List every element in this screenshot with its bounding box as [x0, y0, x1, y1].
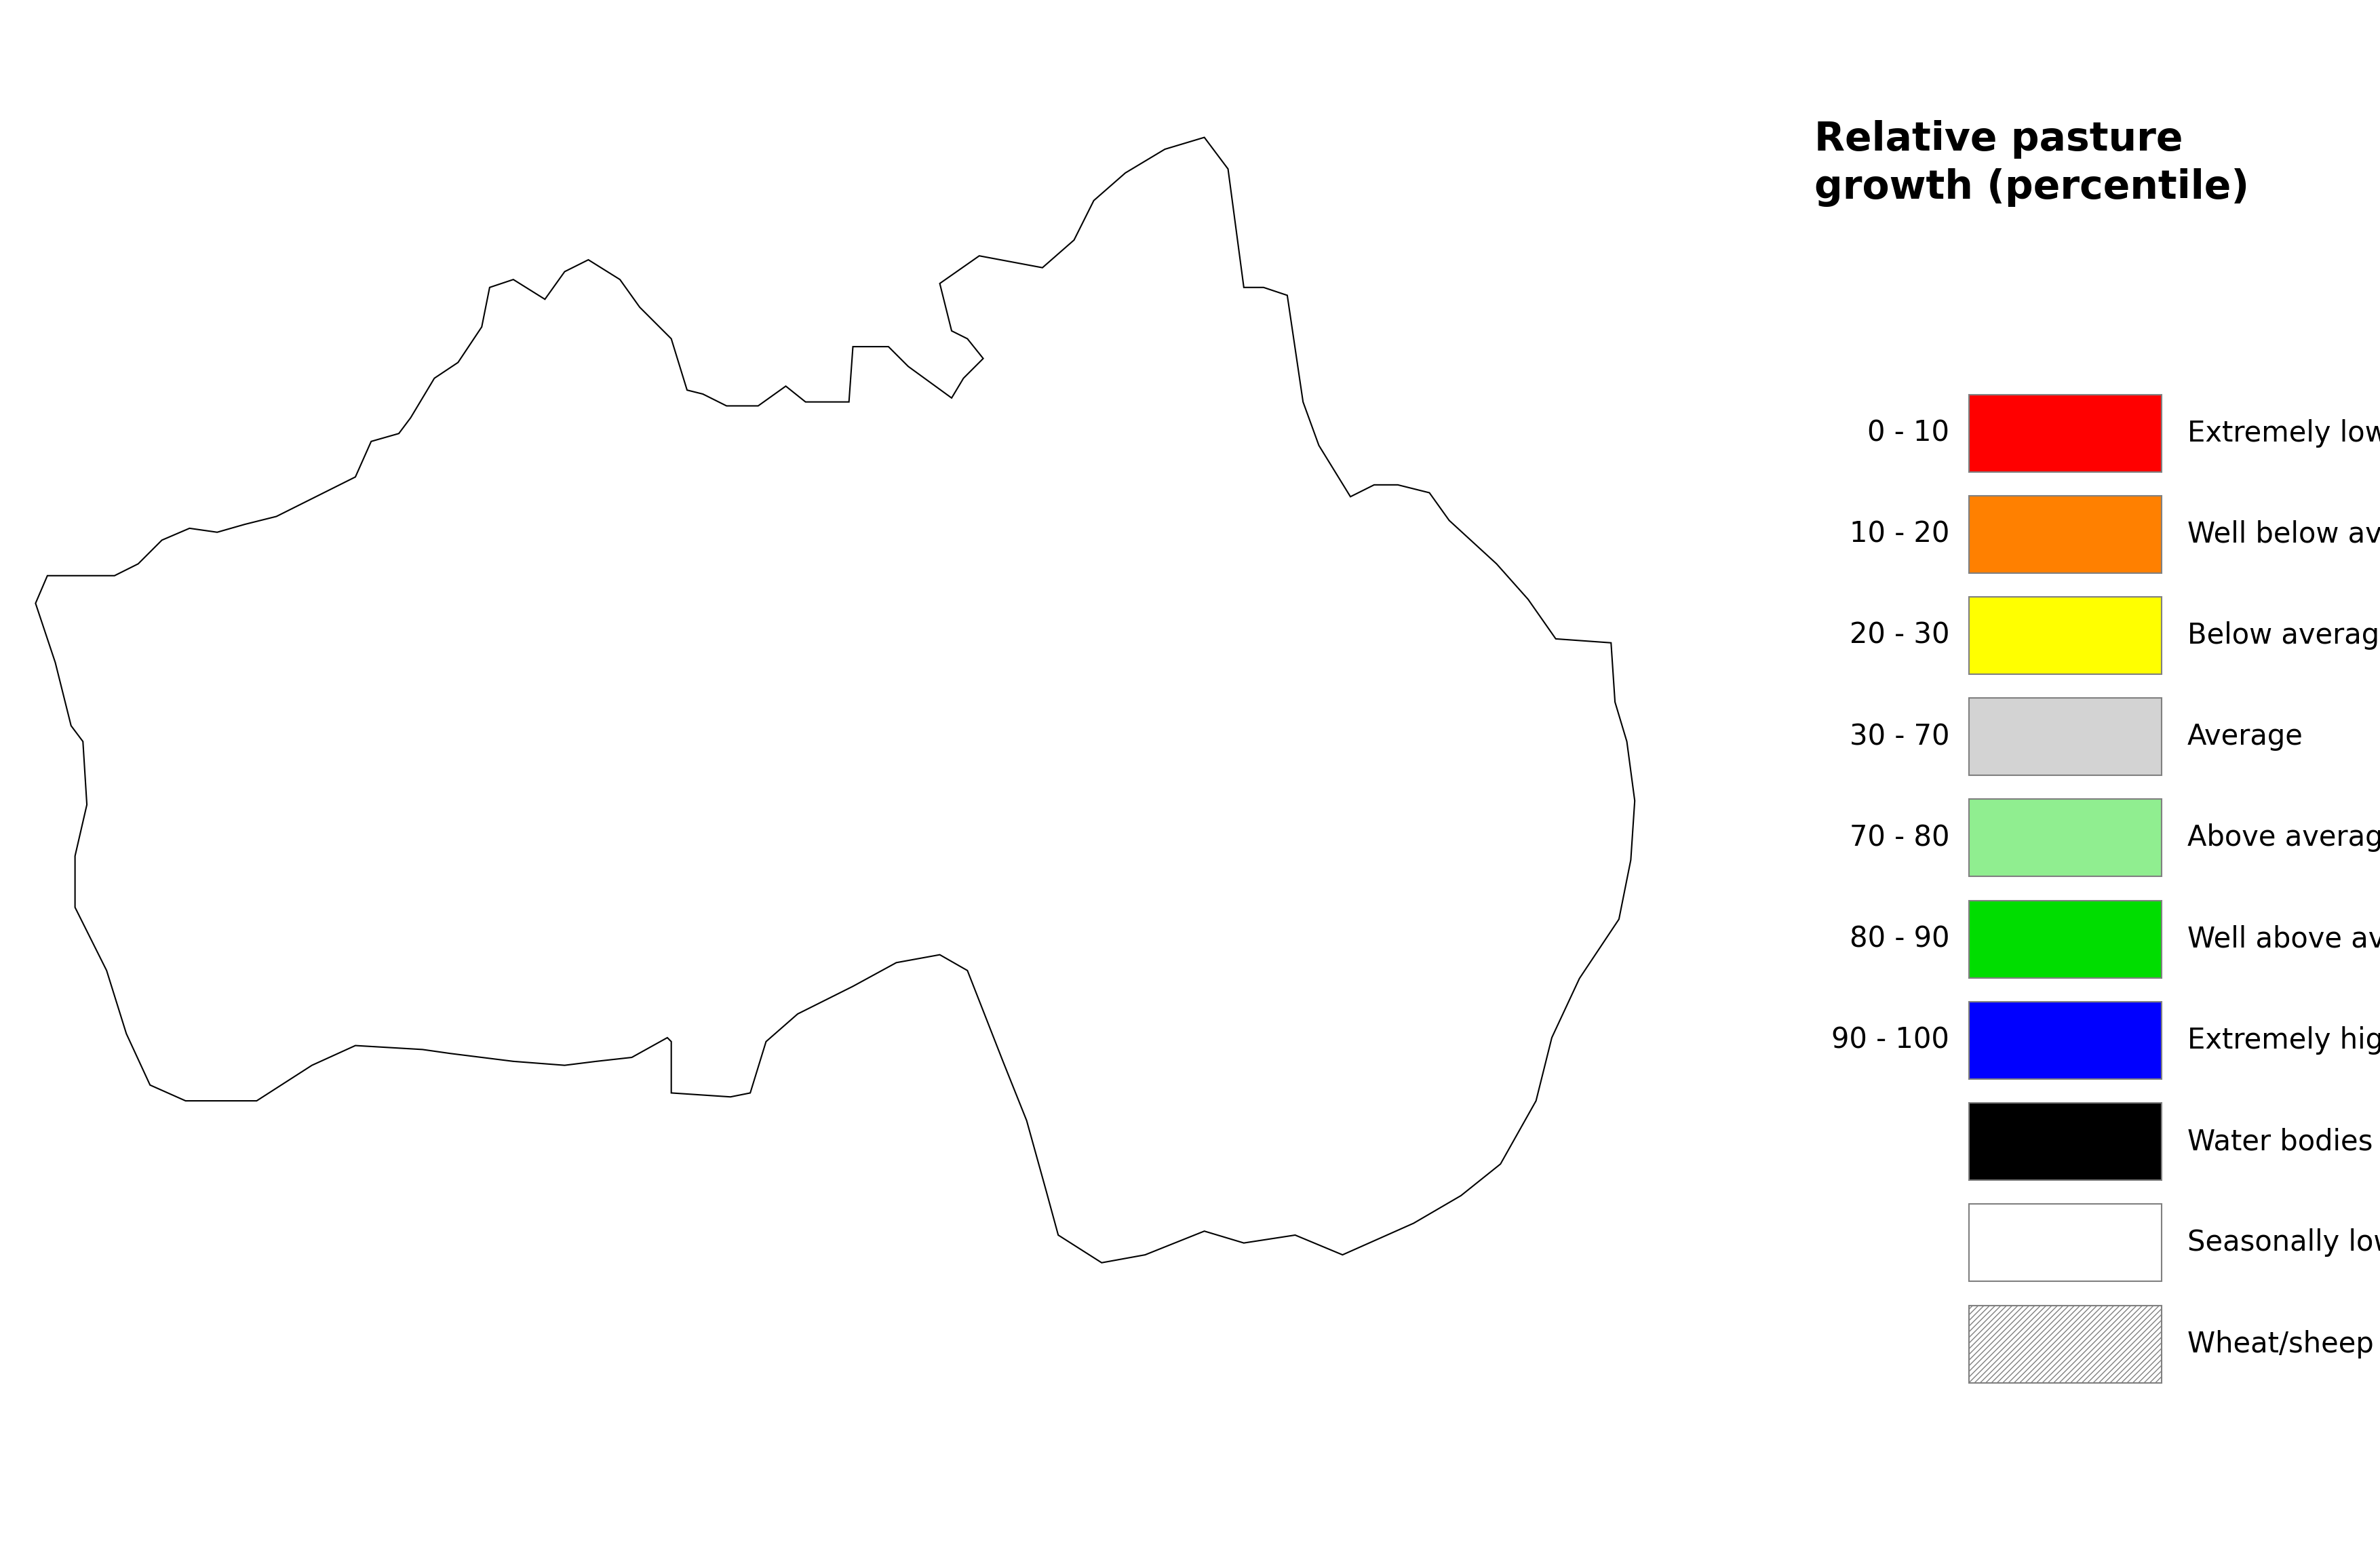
- Text: 90 - 100: 90 - 100: [1833, 1026, 1949, 1054]
- Bar: [1968, 900, 2161, 978]
- Text: Relative pasture
growth (percentile): Relative pasture growth (percentile): [1814, 120, 2249, 206]
- Text: Above average: Above average: [2187, 823, 2380, 853]
- Text: 20 - 30: 20 - 30: [1849, 622, 1949, 650]
- Text: 0 - 10: 0 - 10: [1868, 419, 1949, 447]
- Bar: [1968, 1306, 2161, 1382]
- Text: Well above average: Well above average: [2187, 925, 2380, 953]
- Bar: [1968, 1103, 2161, 1181]
- Text: 70 - 80: 70 - 80: [1849, 823, 1949, 853]
- Text: 80 - 90: 80 - 90: [1849, 925, 1949, 953]
- Text: Wheat/sheep zone: Wheat/sheep zone: [2187, 1329, 2380, 1359]
- Bar: [1968, 800, 2161, 876]
- Text: Below average: Below average: [2187, 622, 2380, 650]
- Bar: [1968, 1001, 2161, 1079]
- Polygon shape: [36, 137, 1635, 1262]
- Text: 30 - 70: 30 - 70: [1849, 723, 1949, 751]
- Text: Water bodies: Water bodies: [2187, 1128, 2373, 1156]
- Text: Extremely high: Extremely high: [2187, 1026, 2380, 1054]
- Bar: [1968, 394, 2161, 472]
- Bar: [1968, 597, 2161, 675]
- Text: Extremely low: Extremely low: [2187, 419, 2380, 447]
- Text: Average: Average: [2187, 723, 2304, 751]
- Text: Well below average: Well below average: [2187, 520, 2380, 548]
- Bar: [1968, 495, 2161, 573]
- Text: Seasonally low growth: Seasonally low growth: [2187, 1229, 2380, 1257]
- Bar: [1968, 1204, 2161, 1281]
- Text: 10 - 20: 10 - 20: [1849, 520, 1949, 548]
- Bar: [1968, 698, 2161, 775]
